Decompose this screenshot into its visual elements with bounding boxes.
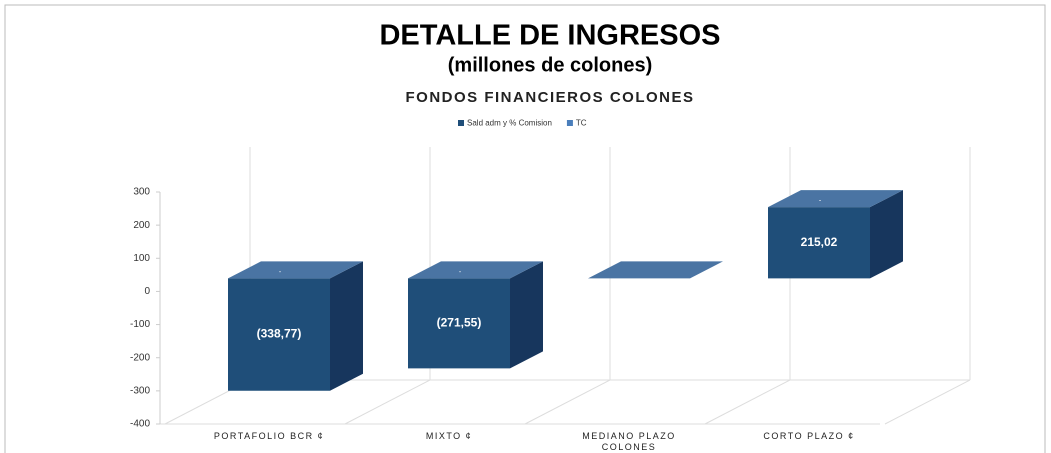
bar-top bbox=[768, 190, 903, 208]
x-tick-label: PORTAFOLIO BCR ¢ bbox=[213, 431, 325, 441]
bar bbox=[588, 261, 723, 279]
bar-top bbox=[408, 261, 543, 279]
bar bbox=[408, 261, 543, 369]
bar-top bbox=[588, 261, 723, 279]
y-tick-label: -400 bbox=[130, 419, 150, 430]
data-label: (271,55) bbox=[437, 316, 482, 330]
x-tick-label: CORTO PLAZO ¢ bbox=[763, 431, 855, 441]
bar bbox=[768, 190, 903, 279]
y-tick-label: 100 bbox=[133, 253, 150, 264]
bar-front bbox=[228, 278, 330, 391]
bar-top bbox=[228, 261, 363, 279]
y-tick-label: -200 bbox=[130, 352, 150, 363]
y-tick-label: 200 bbox=[133, 220, 150, 231]
title: DETALLE DE INGRESOS bbox=[379, 20, 720, 52]
tc-label: - bbox=[459, 269, 462, 276]
legend-swatch bbox=[566, 120, 573, 126]
bar bbox=[228, 261, 363, 391]
legend-label: Sald adm y % Comision bbox=[467, 119, 552, 128]
y-tick-label: -100 bbox=[130, 319, 150, 330]
y-tick-label: 300 bbox=[133, 187, 150, 198]
data-label: (338,77) bbox=[257, 327, 302, 341]
floor-line bbox=[344, 379, 431, 425]
x-tick-label: MEDIANO PLAZO COLONES bbox=[582, 431, 676, 452]
subtitle: (millones de colones) bbox=[448, 54, 652, 76]
data-label: 215,02 bbox=[801, 235, 838, 249]
legend-swatch bbox=[458, 120, 464, 126]
bar-front bbox=[408, 278, 510, 369]
tc-label: - bbox=[279, 269, 282, 276]
legend-label: TC bbox=[576, 119, 587, 128]
bar-side bbox=[510, 261, 543, 369]
bar-side bbox=[870, 190, 903, 279]
floor-line bbox=[884, 379, 971, 425]
x-tick-label: MIXTO ¢ bbox=[425, 431, 473, 441]
tc-label: - bbox=[819, 198, 822, 205]
floor-line bbox=[704, 379, 791, 425]
floor-line bbox=[524, 379, 611, 425]
bar-side bbox=[330, 261, 363, 391]
y-tick-label: -300 bbox=[130, 385, 150, 396]
chart-title: FONDOS FINANCIEROS COLONES bbox=[405, 89, 694, 106]
y-tick-label: 0 bbox=[144, 286, 150, 297]
bar-front bbox=[768, 207, 870, 279]
